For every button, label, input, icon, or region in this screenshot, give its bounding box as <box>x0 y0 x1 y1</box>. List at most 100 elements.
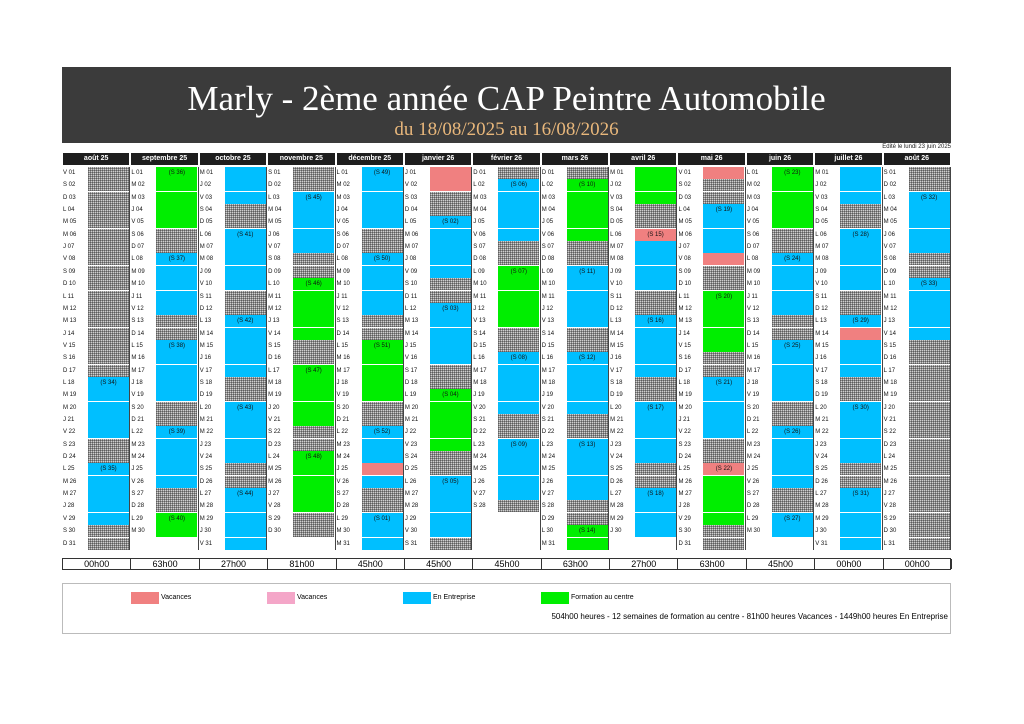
day-label: J 26 <box>541 478 554 485</box>
day-cell <box>88 451 129 464</box>
day-row: S 21 <box>541 414 609 426</box>
day-row: S 28 <box>541 500 609 513</box>
day-cell <box>293 389 335 402</box>
column-divider <box>402 167 404 550</box>
day-label: J 04 <box>746 207 759 214</box>
week-number: (S 37) <box>168 256 186 263</box>
day-label: V 26 <box>131 478 144 485</box>
day-cell <box>224 216 266 229</box>
day-row: M 14 <box>814 327 882 340</box>
day-label: V 17 <box>815 367 828 374</box>
day-cell <box>771 228 813 241</box>
day-cell <box>293 265 335 278</box>
day-cell <box>566 500 608 513</box>
day-row: M 06 <box>404 228 472 241</box>
day-row: M 04 <box>541 204 609 217</box>
day-cell <box>703 241 745 254</box>
day-row: J 04 <box>746 204 814 217</box>
day-label: D 16 <box>268 355 281 362</box>
day-label: L 10 <box>883 281 896 288</box>
day-label: D 26 <box>610 478 623 485</box>
day-row: J 11 <box>336 290 404 303</box>
day-row: M 17 <box>541 364 609 377</box>
day-label: S 20 <box>131 404 144 411</box>
week-number: (S 33) <box>920 281 938 288</box>
day-row: D 15 <box>541 339 609 352</box>
day-row: M 02 <box>130 179 198 192</box>
day-cell <box>429 265 471 278</box>
day-row: M 30 <box>336 525 404 538</box>
day-label: V 17 <box>199 367 213 374</box>
day-cell <box>908 463 950 476</box>
day-row: J 23 <box>814 438 882 451</box>
day-label: J 11 <box>336 293 348 300</box>
day-label: V 05 <box>746 219 760 226</box>
day-row: V 13 <box>472 315 540 328</box>
day-label: J 21 <box>63 417 75 423</box>
day-label: L 18 <box>63 379 75 386</box>
day-label: V 06 <box>473 231 486 238</box>
day-cell <box>361 191 403 204</box>
day-row: M 18 <box>472 376 540 389</box>
day-cell <box>361 290 403 303</box>
day-label: D 17 <box>63 367 76 374</box>
day-row: M 29 <box>814 512 882 525</box>
day-row: L 11 <box>62 290 130 303</box>
day-row: M 03 <box>541 191 609 204</box>
day-row: J 28 <box>677 500 745 513</box>
day-row: V 10 <box>199 278 267 291</box>
day-label: S 27 <box>746 491 760 498</box>
day-label: J 12 <box>473 305 485 312</box>
day-label: M 01 <box>815 170 829 176</box>
day-row: J 23 <box>609 438 677 451</box>
day-row: M 10 <box>541 278 609 291</box>
day-cell <box>224 451 266 464</box>
day-label: M 21 <box>199 417 214 423</box>
day-label: M 24 <box>131 454 145 461</box>
day-row: L 12 <box>404 302 472 315</box>
day-row: M 17 <box>336 364 404 377</box>
month-hours: 00h00 <box>815 559 884 569</box>
day-label: L 26 <box>404 478 417 485</box>
day-label: V 31 <box>199 540 213 547</box>
day-row: D 12 <box>199 302 267 315</box>
day-label: M 26 <box>678 478 692 485</box>
day-row: S 27 <box>336 488 404 501</box>
day-row: M 19 <box>62 389 130 402</box>
page-title: Marly - 2ème année CAP Peintre Automobil… <box>187 79 826 118</box>
legend-swatch <box>267 592 295 604</box>
day-cell <box>88 241 129 254</box>
day-cell <box>293 204 335 217</box>
day-row: L 03 <box>267 191 335 204</box>
day-label: S 25 <box>610 466 623 473</box>
column-divider <box>266 167 268 550</box>
day-label: M 28 <box>404 503 419 510</box>
day-row: D 14 <box>746 327 814 340</box>
day-row: J 06 <box>267 228 335 241</box>
week-number: (S 27) <box>784 515 801 522</box>
month-header: août 26 <box>883 153 950 165</box>
day-cell <box>498 290 540 303</box>
day-row: J 18 <box>746 376 814 389</box>
day-row: M 18 <box>541 376 609 389</box>
day-row: S 01 <box>883 167 951 179</box>
day-row: M 17 <box>130 364 198 377</box>
day-label: V 02 <box>404 182 418 189</box>
day-label: D 21 <box>336 417 350 423</box>
day-cell <box>566 179 608 192</box>
day-row: S 31 <box>404 537 472 550</box>
day-row: L 04 <box>62 204 130 217</box>
day-cell <box>771 401 813 414</box>
day-row: L 08 <box>130 253 198 266</box>
day-row: M 24 <box>336 451 404 464</box>
day-row: L 20 <box>814 401 882 414</box>
day-row: D 08 <box>541 253 609 266</box>
month-hours: 45h00 <box>473 559 542 569</box>
day-row: S 10 <box>404 278 472 291</box>
day-cell <box>771 438 813 451</box>
day-cell <box>703 290 745 303</box>
day-row: L 23 <box>472 438 540 451</box>
day-cell <box>908 179 950 192</box>
day-cell <box>88 265 129 278</box>
day-cell <box>224 204 266 217</box>
